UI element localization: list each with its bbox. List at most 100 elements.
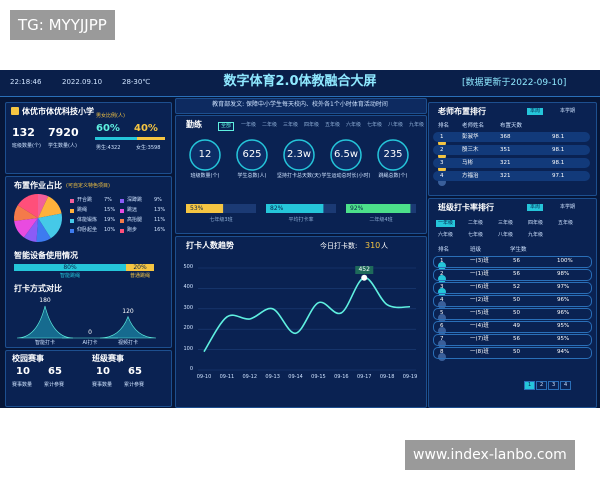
tab[interactable]: 四年级 — [304, 122, 320, 128]
tab[interactable]: 本周 — [527, 108, 544, 115]
grade-tab[interactable]: 五年级 — [558, 220, 574, 226]
grade-tab[interactable]: 二年级 — [468, 220, 484, 226]
grade-tab[interactable]: 四年级 — [528, 220, 544, 226]
grade-tab[interactable]: 三年级 — [498, 220, 514, 226]
legend-value: 15% — [104, 207, 116, 213]
cell: 321 — [500, 160, 511, 166]
grade-tab[interactable]: 八年级 — [498, 232, 514, 238]
grade-tab[interactable]: 七年级 — [468, 232, 484, 238]
stat-label: 班级数量(个) — [12, 143, 41, 149]
row-bg — [433, 256, 592, 268]
pie-slice — [38, 213, 62, 239]
x-tick-label: 09-18 — [379, 374, 395, 380]
row-bg — [433, 132, 590, 142]
event-value: 65 — [128, 366, 142, 377]
x-tick-label: 09-10 — [196, 374, 212, 380]
trend-line — [203, 276, 411, 353]
event-title: 校园赛事 — [12, 354, 44, 363]
tab[interactable]: 二年级 — [262, 122, 278, 128]
peak — [99, 315, 157, 339]
today-unit: 人 — [381, 242, 388, 250]
grade-tab[interactable]: 一年级 — [436, 220, 456, 227]
tab[interactable]: 本周 — [527, 204, 544, 211]
legend-swatch — [120, 219, 124, 223]
row-bg — [433, 295, 592, 307]
pie-slice — [17, 194, 38, 218]
subtitle: (可自定义特色项目) — [66, 183, 110, 189]
rank-badge — [438, 262, 446, 270]
cell: 100% — [557, 258, 573, 264]
rank-badge — [438, 275, 446, 283]
ratio-title: 男女比例(人) — [96, 113, 125, 119]
cell: 彭淑华 — [462, 134, 479, 140]
page-button[interactable]: 3 — [548, 381, 560, 390]
progress-value: 92% — [350, 205, 364, 212]
tab[interactable]: 六年级 — [346, 122, 362, 128]
table-header: 班级 — [470, 247, 482, 253]
grade-tab[interactable]: 六年级 — [438, 232, 454, 238]
header-bar — [0, 70, 600, 97]
cell: 96% — [557, 310, 570, 316]
graphics — [11, 107, 446, 371]
dashboard: 22:18:46 2022.09.10 28-30℃ 数字体育2.0体教融合大屏 [数据… — [0, 70, 600, 408]
pie-slice — [14, 218, 38, 238]
cell: 97% — [557, 284, 570, 290]
page-button[interactable]: 2 — [536, 381, 548, 390]
y-tick-label: 0 — [189, 366, 193, 372]
device-value: 80% — [63, 264, 77, 271]
cell: 56 — [513, 271, 520, 277]
ring — [377, 139, 409, 171]
cell: 4 — [440, 297, 444, 303]
y-tick-label: 400 — [183, 284, 193, 291]
rank-badge — [438, 327, 446, 335]
tab[interactable]: 一年级 — [241, 122, 257, 128]
tab[interactable]: 七年级 — [367, 122, 383, 128]
row-bg — [433, 334, 592, 346]
today-value: 310 — [365, 241, 381, 250]
rank-badge — [438, 314, 446, 322]
circle-value: 235 — [383, 149, 403, 160]
value-label: 452 — [355, 265, 373, 274]
tab[interactable]: 本学期 — [560, 204, 576, 210]
row-bg — [433, 347, 592, 359]
progress-bar — [186, 204, 224, 213]
row-bg — [433, 145, 590, 155]
cell: 96% — [557, 297, 570, 303]
cell: 321 — [500, 173, 511, 179]
cell: 一(8)班 — [470, 349, 489, 355]
tab[interactable]: 五年级 — [325, 122, 341, 128]
x-tick-label: 09-16 — [334, 374, 349, 380]
row-bg — [433, 171, 590, 181]
legend-label: 深蹲跳 — [127, 197, 143, 203]
today-label: 今日打卡数: — [320, 242, 358, 250]
tab[interactable]: 本学期 — [560, 108, 576, 114]
cell: 4 — [440, 173, 444, 179]
female-pct: 40% — [134, 123, 158, 134]
rank-badge — [438, 340, 446, 348]
y-tick-label: 100 — [183, 345, 193, 352]
tab[interactable]: 全部 — [218, 122, 235, 131]
row-bg — [433, 158, 590, 168]
progress-bar — [266, 204, 324, 213]
device-name: 智能跳绳 — [59, 273, 81, 279]
page-button[interactable]: 4 — [560, 381, 572, 390]
page-button[interactable]: 1 — [524, 381, 536, 390]
panel — [175, 115, 427, 234]
cell: 3 — [440, 160, 444, 166]
y-tick-label: 200 — [183, 325, 193, 332]
pie-slice — [23, 218, 38, 242]
date: 2022.09.10 — [62, 78, 103, 86]
cell: 97.1 — [552, 173, 565, 179]
tab[interactable]: 三年级 — [283, 122, 299, 128]
legend-value: 13% — [154, 207, 166, 213]
tab[interactable]: 八年级 — [388, 122, 404, 128]
pie-slice — [14, 205, 38, 222]
progress-name: 二年级4班 — [369, 217, 393, 223]
tab[interactable]: 九年级 — [409, 122, 425, 128]
stat-value: 132 — [12, 126, 35, 139]
grade-tab[interactable]: 九年级 — [528, 232, 544, 238]
cell: 98.1 — [552, 134, 565, 140]
legend-label: 仰卧起坐 — [77, 227, 98, 233]
cell: 50 — [513, 297, 520, 303]
